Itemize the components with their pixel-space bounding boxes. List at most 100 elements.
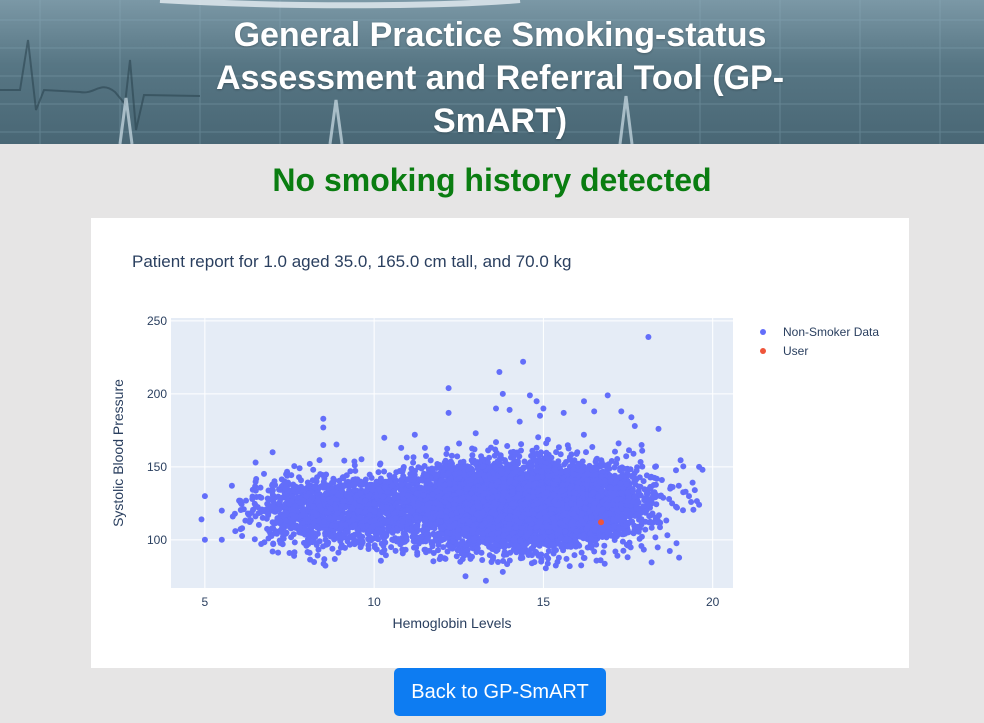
non-smoker-point (476, 471, 483, 478)
non-smoker-point (495, 559, 501, 565)
non-smoker-point (458, 550, 465, 557)
non-smoker-point (640, 478, 647, 485)
non-smoker-point (580, 431, 587, 438)
non-smoker-point (494, 522, 501, 529)
plot-title: Patient report for 1.0 aged 35.0, 165.0 … (132, 252, 572, 271)
non-smoker-point (545, 548, 552, 554)
non-smoker-point (491, 546, 498, 553)
non-smoker-point (410, 459, 417, 466)
non-smoker-point (553, 449, 560, 456)
non-smoker-point (555, 458, 562, 465)
non-smoker-point (494, 536, 501, 543)
non-smoker-point (472, 535, 478, 542)
non-smoker-point (443, 451, 450, 457)
non-smoker-point (518, 447, 524, 454)
non-smoker-point (382, 552, 389, 559)
non-smoker-point (589, 444, 596, 450)
non-smoker-point (442, 457, 449, 464)
non-smoker-point (454, 547, 461, 554)
non-smoker-point (352, 467, 359, 474)
non-smoker-point (529, 447, 536, 454)
non-smoker-point (443, 514, 450, 521)
non-smoker-point (444, 445, 451, 452)
y-tick-label: 200 (147, 387, 167, 401)
non-smoker-point (510, 448, 517, 455)
non-smoker-point (443, 534, 450, 541)
non-smoker-point (525, 550, 532, 556)
non-smoker-point (393, 469, 400, 476)
non-smoker-point (557, 451, 564, 458)
non-smoker-point (478, 456, 485, 463)
non-smoker-point (457, 558, 464, 565)
non-smoker-point (499, 496, 506, 503)
app-title: General Practice Smoking-status Assessme… (215, 16, 785, 140)
non-smoker-point (471, 446, 478, 453)
non-smoker-point (447, 543, 454, 550)
non-smoker-point (506, 557, 513, 564)
non-smoker-point (571, 552, 578, 559)
non-smoker-point (516, 453, 523, 460)
x-tick-label: 10 (367, 595, 381, 609)
non-smoker-point (453, 553, 460, 560)
non-smoker-point (500, 537, 507, 544)
non-smoker-point (544, 560, 551, 567)
non-smoker-point (455, 531, 461, 538)
non-smoker-point (538, 558, 545, 565)
x-tick-label: 5 (202, 595, 209, 609)
banner-background-graphic (0, 0, 984, 144)
non-smoker-point (469, 452, 476, 459)
non-smoker-point (543, 449, 550, 456)
non-smoker-point (469, 553, 475, 560)
non-smoker-point (464, 506, 471, 513)
non-smoker-point (468, 457, 475, 464)
non-smoker-point (583, 449, 589, 456)
non-smoker-point (520, 465, 527, 472)
header-banner: General Practice Smoking-status Assessme… (0, 0, 984, 144)
non-smoker-point (451, 505, 458, 512)
x-axis-label: Hemoglobin Levels (392, 615, 511, 631)
non-smoker-point (517, 537, 524, 544)
y-tick-label: 100 (147, 533, 167, 547)
non-smoker-point (440, 544, 447, 551)
data-points (198, 334, 706, 584)
y-tick-label: 250 (147, 314, 167, 328)
x-tick-label: 15 (537, 595, 551, 609)
non-smoker-point (410, 454, 417, 461)
non-smoker-point (444, 548, 451, 555)
non-smoker-point (375, 469, 382, 476)
non-smoker-point (601, 560, 608, 567)
non-smoker-point (485, 447, 492, 454)
non-smoker-point (469, 527, 476, 534)
non-smoker-point (454, 453, 461, 460)
non-smoker-point (476, 539, 483, 546)
non-smoker-point (566, 563, 573, 570)
non-smoker-point (414, 549, 421, 556)
non-smoker-point (423, 472, 430, 479)
non-smoker-point (504, 443, 511, 449)
non-smoker-point (542, 565, 549, 572)
non-smoker-point (501, 479, 508, 486)
non-smoker-point (447, 462, 454, 469)
non-smoker-point (565, 445, 572, 452)
smoking-status-result: No smoking history detected (272, 162, 712, 198)
y-tick-label: 150 (147, 460, 167, 474)
non-smoker-point (421, 463, 428, 469)
non-smoker-point (486, 454, 493, 461)
y-axis-label: Systolic Blood Pressure (110, 379, 126, 527)
non-smoker-point (538, 551, 545, 558)
non-smoker-point (403, 454, 410, 461)
non-smoker-point (430, 558, 437, 565)
non-smoker-point (411, 470, 417, 477)
non-smoker-point (597, 557, 604, 564)
non-smoker-point (479, 557, 486, 563)
non-smoker-point (463, 485, 470, 492)
non-smoker-point (423, 453, 429, 459)
non-smoker-point (531, 559, 538, 566)
non-smoker-point (436, 462, 443, 468)
patient-report-plot: Patient report for 1.0 aged 35.0, 165.0 … (91, 218, 909, 668)
non-smoker-point (448, 452, 455, 459)
non-smoker-point (578, 562, 585, 569)
non-smoker-point (437, 553, 444, 560)
non-smoker-point (456, 440, 463, 447)
